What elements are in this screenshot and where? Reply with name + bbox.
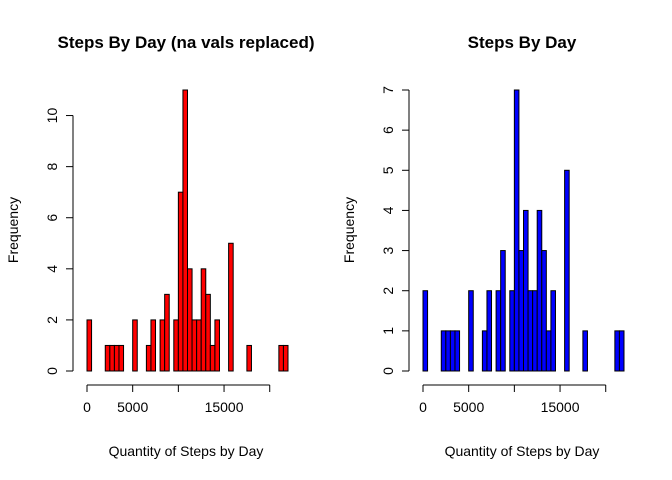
- histogram-left: Steps By Day (na vals replaced) Quantity…: [5, 33, 315, 459]
- histogram-bar: [523, 209, 529, 372]
- histogram-bar: [200, 268, 207, 372]
- histogram-bar: [205, 293, 211, 372]
- histogram-bar: [196, 319, 202, 372]
- histogram-bar: [500, 250, 506, 372]
- histogram-bar: [104, 344, 111, 372]
- histogram-bar: [422, 290, 429, 372]
- histogram-bar: [532, 290, 538, 372]
- y-tick-label: 10: [44, 108, 60, 124]
- histogram-bar: [182, 89, 188, 372]
- x-axis-label: Quantity of Steps by Day: [109, 443, 264, 459]
- histogram-bar: [109, 344, 115, 372]
- y-tick-label: 0: [380, 367, 396, 375]
- x-tick-label: 5000: [453, 399, 484, 415]
- histogram-bar: [173, 319, 179, 372]
- histogram-bar: [445, 330, 451, 372]
- histogram-bar: [164, 293, 170, 372]
- y-axis-label: Frequency: [341, 197, 357, 263]
- histogram-bar: [618, 330, 625, 372]
- histogram-bar: [278, 344, 284, 372]
- y-tick-label: 8: [44, 163, 60, 171]
- y-axis: 0 1 2 3 4 5 6 7: [380, 86, 410, 375]
- y-axis: 0 2 4 6 8 10: [44, 108, 74, 375]
- x-tick-label: 0: [83, 399, 91, 415]
- x-tick-label: 0: [419, 399, 427, 415]
- bars: [86, 89, 289, 372]
- histogram-bar: [113, 344, 120, 372]
- histogram-bar: [187, 268, 193, 372]
- x-tick-label: 15000: [541, 399, 580, 415]
- histogram-bar: [509, 290, 515, 372]
- histogram-bar: [150, 319, 157, 372]
- histogram-bar: [145, 344, 152, 372]
- x-tick-label: 15000: [205, 399, 244, 415]
- histogram-right: Steps By Day Quantity of Steps by Day Fr…: [341, 33, 625, 459]
- y-tick-label: 4: [380, 206, 396, 214]
- histogram-bar: [209, 344, 216, 372]
- histogram-bar: [449, 330, 456, 372]
- histogram-bar: [177, 191, 184, 372]
- histogram-bar: [440, 330, 447, 372]
- histogram-bar: [86, 319, 93, 372]
- histogram-bar: [454, 330, 461, 372]
- histogram-bar: [614, 330, 620, 372]
- histogram-bar: [282, 344, 289, 372]
- histogram-bar: [118, 344, 125, 372]
- histogram-bar: [513, 89, 520, 372]
- y-tick-label: 4: [44, 265, 60, 273]
- histogram-bar: [468, 290, 474, 372]
- histogram-bar: [228, 242, 234, 372]
- y-tick-label: 3: [380, 246, 396, 254]
- y-tick-label: 2: [44, 316, 60, 324]
- bars: [422, 89, 625, 372]
- chart-title: Steps By Day (na vals replaced): [57, 33, 314, 52]
- chart-title: Steps By Day: [468, 33, 577, 52]
- histogram-bar: [132, 319, 138, 372]
- x-axis: 0 5000 15000: [419, 384, 607, 415]
- x-axis: 0 5000 15000: [83, 384, 271, 415]
- y-tick-label: 0: [44, 367, 60, 375]
- y-tick-label: 6: [44, 214, 60, 222]
- histogram-bar: [527, 290, 534, 372]
- histogram-bar: [550, 290, 556, 372]
- histogram-bar: [246, 344, 252, 372]
- x-axis-label: Quantity of Steps by Day: [445, 443, 600, 459]
- y-tick-label: 2: [380, 287, 396, 295]
- histogram-bar: [481, 330, 488, 372]
- y-tick-label: 6: [380, 126, 396, 134]
- y-tick-label: 5: [380, 166, 396, 174]
- histogram-bar: [486, 290, 493, 372]
- histogram-bar: [214, 319, 220, 372]
- histogram-bar: [564, 169, 570, 372]
- x-tick-label: 5000: [117, 399, 148, 415]
- histogram-bar: [582, 330, 588, 372]
- histogram-bar: [518, 250, 524, 372]
- histogram-bar: [541, 250, 547, 372]
- histogram-bar: [495, 290, 502, 372]
- histogram-bar: [536, 209, 543, 372]
- histogram-bar: [159, 319, 166, 372]
- y-tick-label: 1: [380, 327, 396, 335]
- y-axis-label: Frequency: [5, 197, 21, 263]
- histogram-bar: [545, 330, 552, 372]
- histogram-bar: [191, 319, 198, 372]
- y-tick-label: 7: [380, 86, 396, 94]
